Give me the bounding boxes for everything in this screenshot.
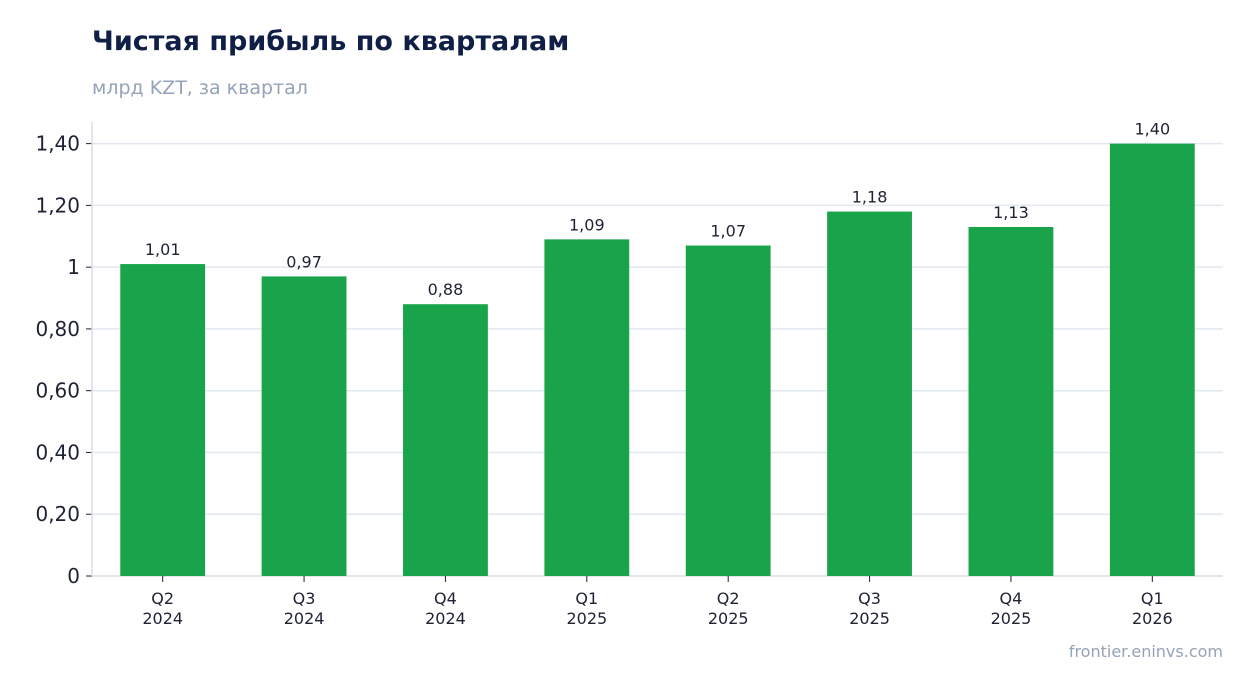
bar-value-label: 1,13 xyxy=(993,203,1029,222)
bars xyxy=(120,143,1195,577)
x-tick-label: Q2 2024 xyxy=(142,589,183,628)
x-tick-label-quarter: Q2 xyxy=(717,589,740,608)
x-tick-label-quarter: Q4 xyxy=(434,589,457,608)
chart-title: Чистая прибыль по кварталам xyxy=(92,26,570,57)
bar xyxy=(1109,143,1195,576)
bar-value-label: 1,18 xyxy=(852,188,888,207)
x-tick-label-quarter: Q1 xyxy=(1141,589,1164,608)
y-tick-label: 1,20 xyxy=(35,193,80,217)
x-tick-label-year: 2025 xyxy=(849,609,890,628)
bar-value-label: 0,88 xyxy=(428,280,464,299)
x-tick-label-quarter: Q2 xyxy=(151,589,174,608)
x-tick-label: Q1 2026 xyxy=(1132,589,1173,628)
y-tick-label: 0,80 xyxy=(35,317,80,341)
y-tick-label: 1,40 xyxy=(35,132,80,156)
x-tick-label: Q4 2025 xyxy=(991,589,1032,628)
y-tick-label: 1 xyxy=(67,255,80,279)
x-tick-label: Q2 2025 xyxy=(708,589,749,628)
bar-value-label: 1,09 xyxy=(569,215,605,234)
y-tick-label: 0,20 xyxy=(35,502,80,526)
x-tick-label-year: 2024 xyxy=(284,609,325,628)
x-tick-label-year: 2025 xyxy=(708,609,749,628)
bar-value-label: 1,40 xyxy=(1135,120,1171,139)
x-tick-label-quarter: Q4 xyxy=(1000,589,1023,608)
bar xyxy=(544,239,630,577)
y-tick-label: 0,60 xyxy=(35,379,80,403)
source-credit: frontier.eninvs.com xyxy=(1068,642,1223,661)
x-tick-label-year: 2024 xyxy=(425,609,466,628)
x-tick-label: Q1 2025 xyxy=(566,589,607,628)
x-tick-label-quarter: Q3 xyxy=(293,589,316,608)
bar xyxy=(261,276,347,576)
x-tick-label: Q3 2024 xyxy=(284,589,325,628)
bar xyxy=(685,245,771,576)
y-tick-label: 0 xyxy=(67,564,80,588)
bar xyxy=(968,227,1054,576)
bar-value-label: 0,97 xyxy=(286,252,322,271)
x-tick-label-year: 2026 xyxy=(1132,609,1173,628)
bar xyxy=(120,264,206,576)
x-tick-label: Q4 2024 xyxy=(425,589,466,628)
bar-value-label: 1,07 xyxy=(710,222,746,241)
x-tick-label-year: 2025 xyxy=(566,609,607,628)
x-tick-label-year: 2025 xyxy=(991,609,1032,628)
bar-value-label: 1,01 xyxy=(145,240,181,259)
x-tick-label: Q3 2025 xyxy=(849,589,890,628)
x-tick-label-year: 2024 xyxy=(142,609,183,628)
chart-subtitle: млрд KZT, за квартал xyxy=(92,77,308,99)
bar xyxy=(403,304,488,576)
x-tick-label-quarter: Q1 xyxy=(575,589,598,608)
bar xyxy=(827,211,912,576)
x-tick-label-quarter: Q3 xyxy=(858,589,881,608)
y-tick-label: 0,40 xyxy=(35,440,80,464)
